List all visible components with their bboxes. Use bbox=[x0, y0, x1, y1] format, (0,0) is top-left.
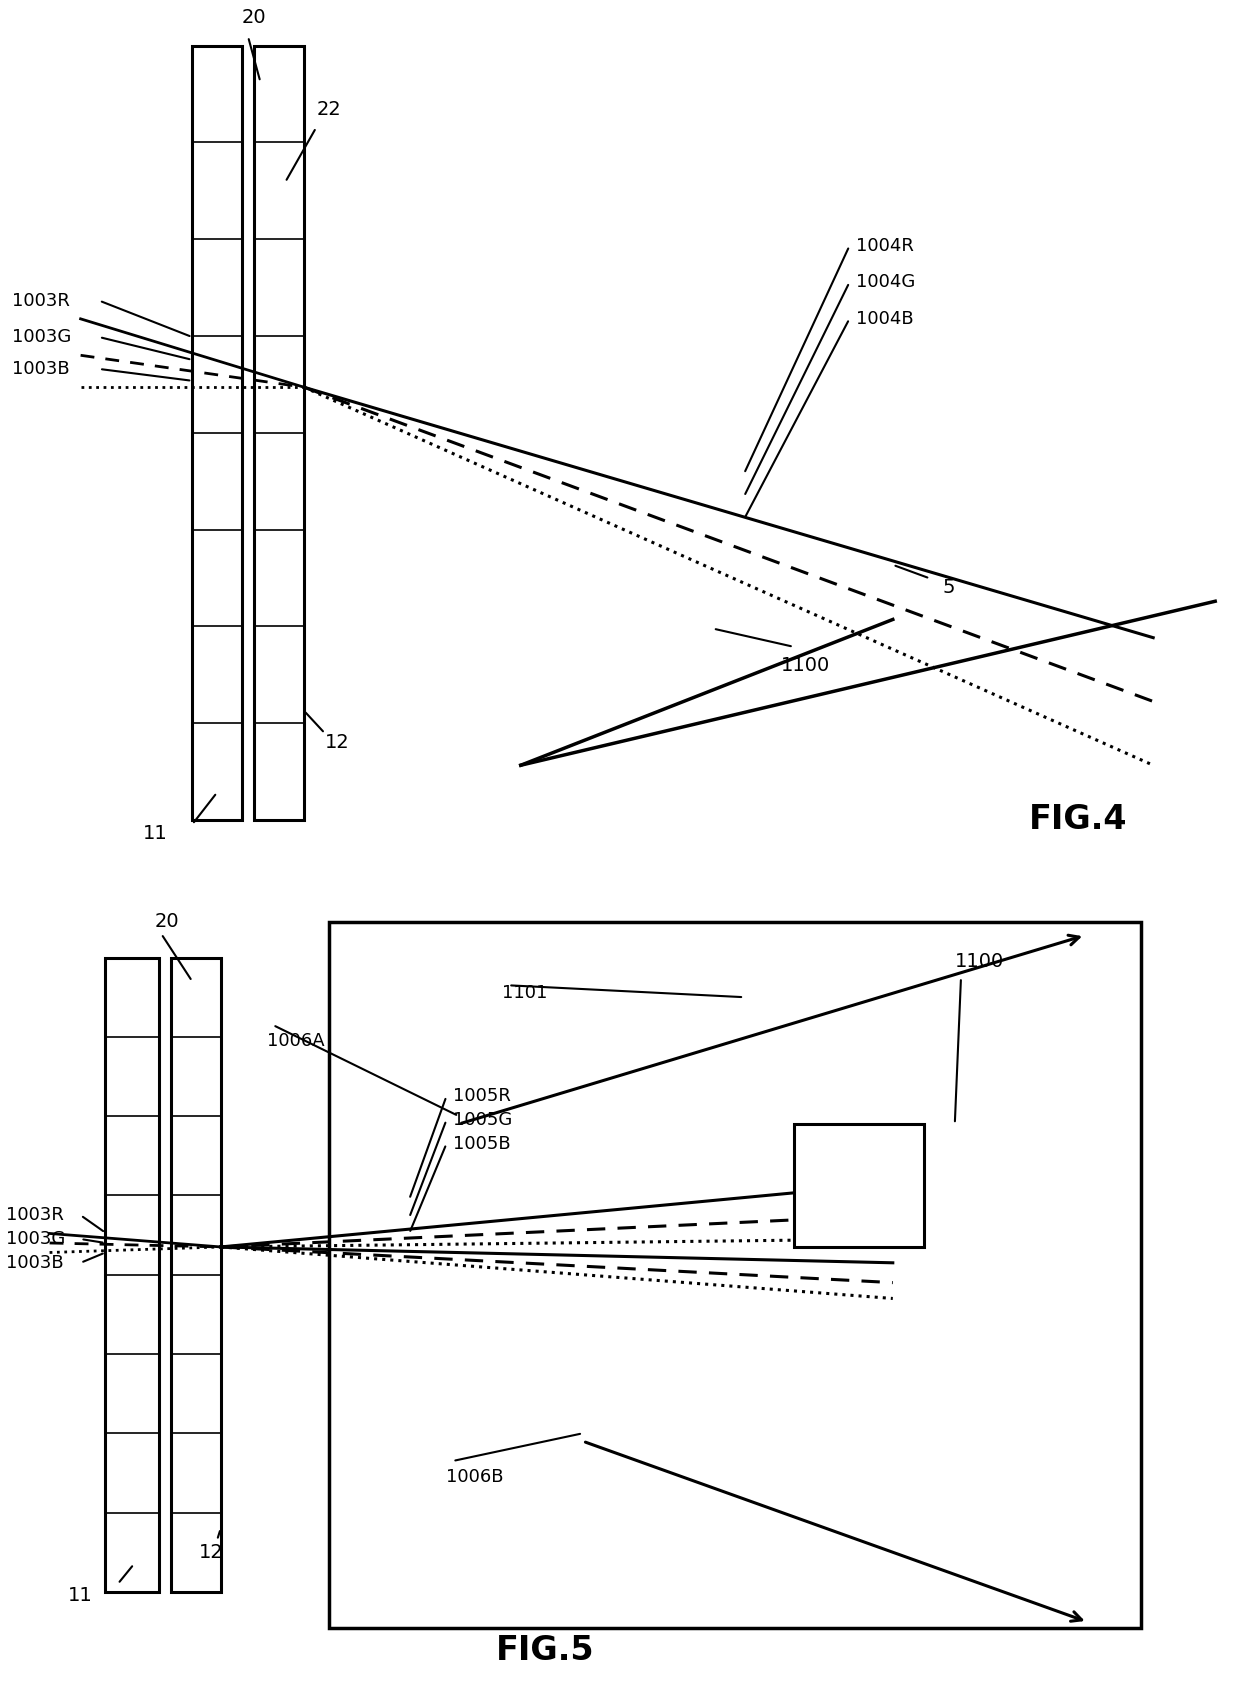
Text: 1006A: 1006A bbox=[267, 1032, 324, 1049]
Text: 12: 12 bbox=[198, 1542, 223, 1562]
Text: 1100: 1100 bbox=[781, 656, 831, 675]
Text: 1003R: 1003R bbox=[12, 292, 71, 310]
Text: 1003B: 1003B bbox=[12, 359, 69, 378]
Text: 11: 11 bbox=[143, 823, 167, 844]
Text: 1100: 1100 bbox=[955, 951, 1004, 972]
Text: 1003B: 1003B bbox=[6, 1253, 63, 1272]
Text: FIG.5: FIG.5 bbox=[496, 1635, 595, 1667]
Polygon shape bbox=[105, 958, 159, 1593]
Text: 1005R: 1005R bbox=[453, 1088, 511, 1105]
Text: 1004B: 1004B bbox=[856, 310, 913, 327]
Text: 1003R: 1003R bbox=[6, 1206, 64, 1225]
Text: 20: 20 bbox=[242, 8, 267, 27]
Text: FIG.4: FIG.4 bbox=[1029, 803, 1127, 837]
Text: 1005G: 1005G bbox=[453, 1112, 512, 1129]
Text: 5: 5 bbox=[942, 579, 955, 597]
Text: 11: 11 bbox=[68, 1586, 93, 1606]
Polygon shape bbox=[794, 1124, 924, 1247]
Text: 22: 22 bbox=[316, 100, 341, 118]
Text: 1101: 1101 bbox=[502, 984, 548, 1002]
Text: 1004R: 1004R bbox=[856, 236, 914, 255]
Text: 1006B: 1006B bbox=[446, 1468, 503, 1486]
Polygon shape bbox=[254, 46, 304, 820]
Text: 1003G: 1003G bbox=[12, 327, 72, 346]
Text: 12: 12 bbox=[325, 732, 350, 752]
Text: 1005B: 1005B bbox=[453, 1135, 510, 1152]
Polygon shape bbox=[171, 958, 221, 1593]
Polygon shape bbox=[192, 46, 242, 820]
Text: 1003G: 1003G bbox=[6, 1230, 66, 1248]
Text: 20: 20 bbox=[155, 913, 180, 931]
Text: 1004G: 1004G bbox=[856, 273, 915, 292]
